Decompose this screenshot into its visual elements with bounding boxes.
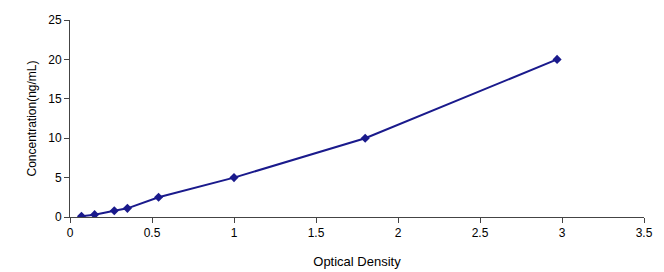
svg-text:15: 15 (48, 92, 62, 106)
svg-text:2.5: 2.5 (472, 226, 489, 240)
svg-text:Optical Density: Optical Density (313, 254, 401, 269)
svg-text:0.5: 0.5 (144, 226, 161, 240)
svg-text:10: 10 (48, 131, 62, 145)
svg-text:3.5: 3.5 (636, 226, 653, 240)
svg-text:0: 0 (67, 226, 74, 240)
svg-text:Concentration(ng/mL): Concentration(ng/mL) (25, 60, 39, 176)
svg-text:2: 2 (395, 226, 402, 240)
svg-text:0: 0 (55, 210, 62, 224)
svg-text:1: 1 (231, 226, 238, 240)
svg-text:20: 20 (48, 53, 62, 67)
svg-text:5: 5 (55, 171, 62, 185)
svg-text:25: 25 (48, 13, 62, 27)
svg-text:1.5: 1.5 (308, 226, 325, 240)
svg-text:3: 3 (559, 226, 566, 240)
